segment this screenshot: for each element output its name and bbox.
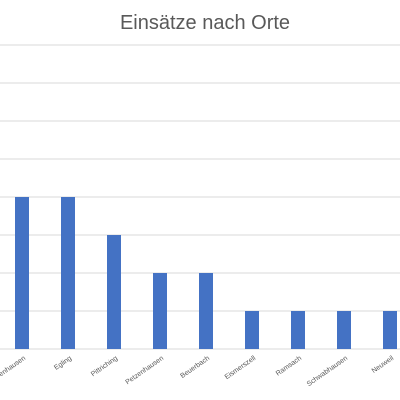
bar — [337, 311, 351, 349]
x-tick-label: Petzenhausen — [124, 355, 165, 386]
bar — [199, 273, 213, 349]
bar — [15, 197, 29, 349]
x-tick-label: Neuweil — [371, 355, 396, 375]
x-tick-label: Ramsach — [275, 355, 303, 378]
bar — [245, 311, 259, 349]
bar — [383, 311, 397, 349]
bar — [153, 273, 167, 349]
bar — [291, 311, 305, 349]
x-tick-label: Schwabhausen — [306, 355, 349, 388]
x-tick-label: Pittriching — [90, 355, 119, 378]
x-tick-label: Egling — [53, 355, 73, 372]
x-tick-label: Eismerszell — [224, 355, 258, 382]
x-tick-label: enhausen — [0, 355, 27, 378]
bar — [61, 197, 75, 349]
chart-title: Einsätze nach Orte — [120, 12, 290, 34]
x-tick-label: Beuerbach — [179, 355, 211, 380]
bar — [107, 235, 121, 349]
